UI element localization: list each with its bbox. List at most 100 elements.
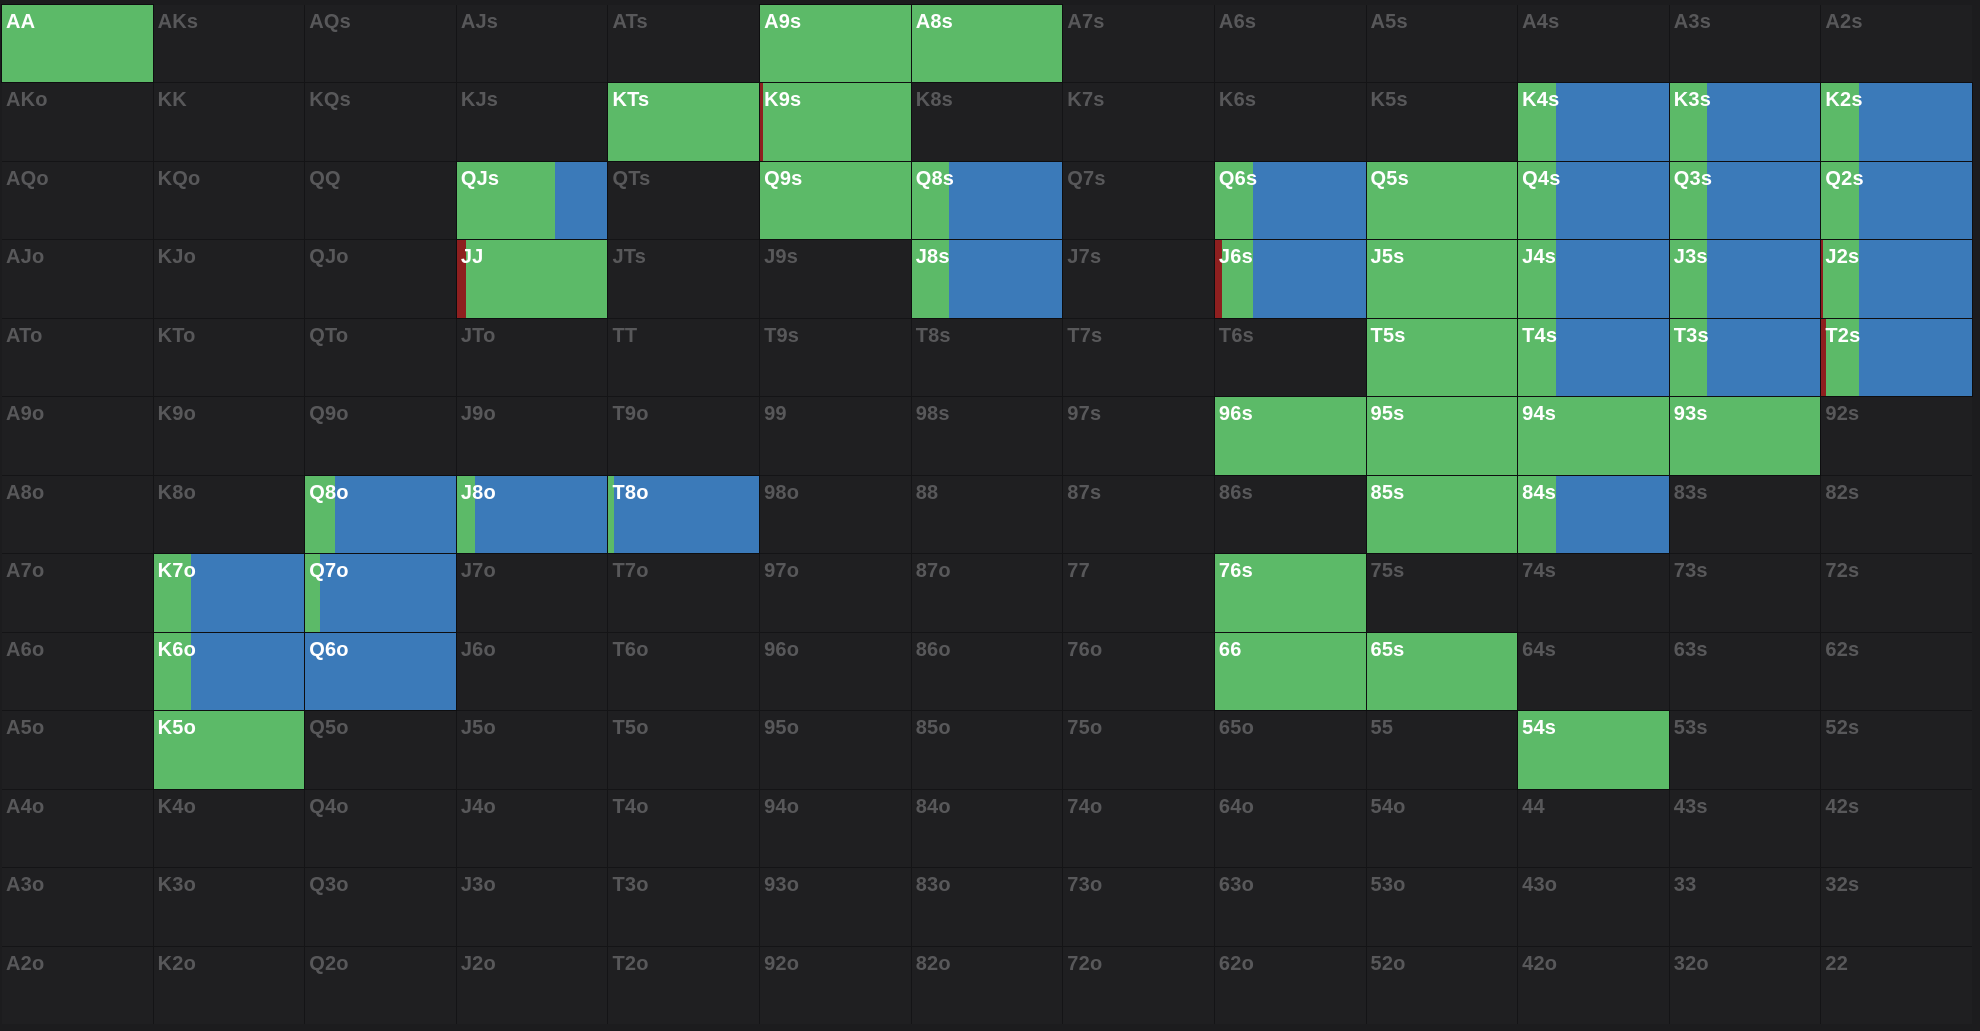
hand-cell-a8s[interactable]: A8s	[910, 3, 1064, 84]
hand-cell-74o[interactable]: 74o	[1063, 789, 1214, 868]
hand-cell-j8o[interactable]: J8o	[455, 474, 609, 555]
hand-cell-43s[interactable]: 43s	[1669, 789, 1821, 868]
hand-cell-t6o[interactable]: T6o	[608, 632, 760, 711]
hand-cell-j5s[interactable]: J5s	[1365, 239, 1519, 319]
hand-cell-kts[interactable]: KTs	[607, 82, 761, 162]
hand-cell-j9s[interactable]: J9s	[760, 240, 911, 318]
hand-cell-aqs[interactable]: AQs	[305, 5, 456, 83]
hand-cell-t5s[interactable]: T5s	[1365, 317, 1519, 398]
hand-cell-aa[interactable]: AA	[1, 3, 154, 84]
hand-cell-j8s[interactable]: J8s	[910, 239, 1064, 319]
hand-cell-55[interactable]: 55	[1366, 711, 1518, 789]
hand-cell-j7s[interactable]: J7s	[1063, 240, 1214, 318]
hand-cell-k6s[interactable]: K6s	[1214, 83, 1366, 161]
hand-cell-t2o[interactable]: T2o	[608, 946, 760, 1024]
hand-cell-kjs[interactable]: KJs	[456, 83, 608, 161]
hand-cell-q8o[interactable]: Q8o	[304, 474, 457, 555]
hand-cell-76s[interactable]: 76s	[1213, 553, 1367, 633]
hand-cell-qq[interactable]: QQ	[305, 161, 456, 240]
hand-cell-62s[interactable]: 62s	[1821, 632, 1972, 711]
hand-cell-aks[interactable]: AKs	[153, 5, 305, 83]
hand-cell-65o[interactable]: 65o	[1214, 711, 1366, 789]
hand-cell-96s[interactable]: 96s	[1213, 396, 1367, 476]
hand-cell-a9s[interactable]: A9s	[759, 3, 912, 84]
hand-cell-94o[interactable]: 94o	[760, 789, 911, 868]
hand-cell-qjo[interactable]: QJo	[305, 240, 456, 318]
hand-cell-t4s[interactable]: T4s	[1517, 317, 1670, 398]
hand-cell-75s[interactable]: 75s	[1366, 554, 1518, 632]
hand-cell-q5o[interactable]: Q5o	[305, 711, 456, 789]
hand-cell-a3o[interactable]: A3o	[2, 868, 153, 946]
hand-cell-66[interactable]: 66	[1213, 631, 1367, 712]
hand-cell-t8o[interactable]: T8o	[607, 474, 761, 555]
hand-cell-q7o[interactable]: Q7o	[304, 553, 457, 633]
hand-cell-j2o[interactable]: J2o	[456, 946, 608, 1024]
hand-cell-k5s[interactable]: K5s	[1366, 83, 1518, 161]
hand-cell-64o[interactable]: 64o	[1214, 789, 1366, 868]
hand-cell-q6s[interactable]: Q6s	[1213, 160, 1367, 241]
hand-cell-92s[interactable]: 92s	[1821, 397, 1972, 475]
hand-cell-83s[interactable]: 83s	[1669, 475, 1821, 554]
hand-cell-22[interactable]: 22	[1821, 946, 1972, 1024]
hand-cell-63o[interactable]: 63o	[1214, 868, 1366, 946]
hand-cell-65s[interactable]: 65s	[1365, 631, 1519, 712]
hand-cell-72s[interactable]: 72s	[1821, 554, 1972, 632]
hand-cell-a3s[interactable]: A3s	[1669, 5, 1821, 83]
hand-cell-q8s[interactable]: Q8s	[910, 160, 1064, 241]
hand-cell-q7s[interactable]: Q7s	[1063, 161, 1214, 240]
hand-cell-k2o[interactable]: K2o	[153, 946, 305, 1024]
hand-cell-kqs[interactable]: KQs	[305, 83, 456, 161]
hand-cell-q9s[interactable]: Q9s	[759, 160, 912, 241]
hand-cell-j4s[interactable]: J4s	[1517, 239, 1670, 319]
hand-cell-a6o[interactable]: A6o	[2, 632, 153, 711]
hand-cell-93o[interactable]: 93o	[760, 868, 911, 946]
hand-cell-jts[interactable]: JTs	[608, 240, 760, 318]
hand-cell-j2s[interactable]: J2s	[1820, 239, 1973, 319]
hand-cell-j7o[interactable]: J7o	[456, 554, 608, 632]
hand-cell-a4s[interactable]: A4s	[1518, 5, 1669, 83]
hand-cell-74s[interactable]: 74s	[1518, 554, 1669, 632]
hand-cell-75o[interactable]: 75o	[1063, 711, 1214, 789]
hand-cell-jto[interactable]: JTo	[456, 318, 608, 397]
hand-cell-k2s[interactable]: K2s	[1820, 82, 1973, 162]
hand-cell-98s[interactable]: 98s	[911, 397, 1063, 475]
hand-cell-97s[interactable]: 97s	[1063, 397, 1214, 475]
hand-cell-64s[interactable]: 64s	[1518, 632, 1669, 711]
hand-cell-53s[interactable]: 53s	[1669, 711, 1821, 789]
hand-cell-k5o[interactable]: K5o	[152, 710, 306, 790]
hand-cell-k7s[interactable]: K7s	[1063, 83, 1214, 161]
hand-cell-a9o[interactable]: A9o	[2, 397, 153, 475]
hand-cell-88[interactable]: 88	[911, 475, 1063, 554]
hand-cell-a5o[interactable]: A5o	[2, 711, 153, 789]
hand-cell-j3s[interactable]: J3s	[1668, 239, 1822, 319]
hand-cell-92o[interactable]: 92o	[760, 946, 911, 1024]
hand-cell-32o[interactable]: 32o	[1669, 946, 1821, 1024]
hand-cell-t4o[interactable]: T4o	[608, 789, 760, 868]
hand-cell-ato[interactable]: ATo	[2, 318, 153, 397]
hand-cell-32s[interactable]: 32s	[1821, 868, 1972, 946]
hand-cell-k6o[interactable]: K6o	[152, 631, 306, 712]
hand-cell-t9o[interactable]: T9o	[608, 397, 760, 475]
hand-cell-j5o[interactable]: J5o	[456, 711, 608, 789]
hand-cell-ajs[interactable]: AJs	[456, 5, 608, 83]
hand-cell-83o[interactable]: 83o	[911, 868, 1063, 946]
hand-cell-a2o[interactable]: A2o	[2, 946, 153, 1024]
hand-cell-42o[interactable]: 42o	[1518, 946, 1669, 1024]
hand-cell-q4o[interactable]: Q4o	[305, 789, 456, 868]
hand-cell-44[interactable]: 44	[1518, 789, 1669, 868]
hand-cell-aqo[interactable]: AQo	[2, 161, 153, 240]
hand-cell-j3o[interactable]: J3o	[456, 868, 608, 946]
hand-cell-a8o[interactable]: A8o	[2, 475, 153, 554]
hand-cell-a5s[interactable]: A5s	[1366, 5, 1518, 83]
hand-cell-76o[interactable]: 76o	[1063, 632, 1214, 711]
hand-cell-54o[interactable]: 54o	[1366, 789, 1518, 868]
hand-cell-85o[interactable]: 85o	[911, 711, 1063, 789]
hand-cell-t7o[interactable]: T7o	[608, 554, 760, 632]
hand-cell-jj[interactable]: JJ	[455, 239, 609, 319]
hand-cell-k3s[interactable]: K3s	[1668, 82, 1822, 162]
hand-cell-62o[interactable]: 62o	[1214, 946, 1366, 1024]
hand-cell-95s[interactable]: 95s	[1365, 396, 1519, 476]
hand-cell-q6o[interactable]: Q6o	[304, 631, 457, 712]
hand-cell-t3o[interactable]: T3o	[608, 868, 760, 946]
hand-cell-85s[interactable]: 85s	[1365, 474, 1519, 555]
